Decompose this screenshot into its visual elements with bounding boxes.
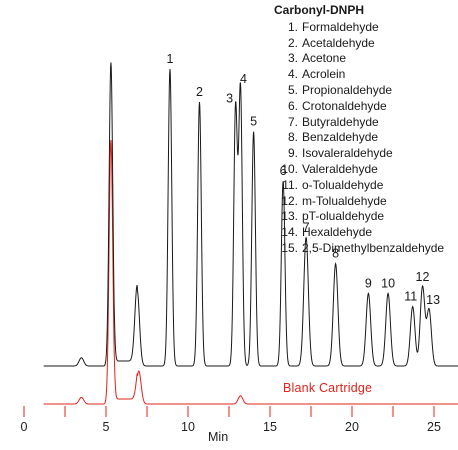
- legend-item: 10. Valeraldehyde: [274, 162, 444, 178]
- legend-item-name: m-Tolualdehyde: [302, 193, 387, 208]
- x-axis-title: Min: [208, 430, 229, 444]
- legend-item: 13. pT-olualdehyde: [274, 209, 444, 225]
- peak-label: 1: [167, 52, 174, 66]
- peak-label: 2: [196, 85, 203, 99]
- legend-item-number: 10.: [281, 161, 298, 176]
- peak-label: 9: [365, 276, 372, 290]
- legend-item: 2. Acetaldehyde: [274, 36, 444, 52]
- peak-label: 11: [404, 290, 417, 304]
- legend-item-name: o-Tolualdehyde: [302, 177, 384, 192]
- legend-item-number: 2.: [287, 35, 298, 50]
- peak-label: 8: [332, 247, 339, 261]
- legend-item-name: Acetaldehyde: [302, 35, 375, 50]
- peak-label: 10: [381, 276, 395, 290]
- legend-item: 11. o-Tolualdehyde: [274, 178, 444, 194]
- peak-labels: 123456789101112131415: [167, 52, 441, 307]
- x-tick-label: 5: [103, 420, 110, 434]
- legend-item-name: Formaldehyde: [302, 19, 379, 34]
- x-tick-label: 15: [263, 420, 277, 434]
- peak-label: 13: [426, 293, 440, 307]
- legend-item-number: 4.: [287, 67, 298, 82]
- legend-item-number: 15.: [281, 240, 298, 255]
- legend-item-name: 2,5-Dimethylbenzaldehyde: [302, 240, 445, 255]
- legend-item-name: Valeraldehyde: [302, 161, 378, 176]
- peak-label: 5: [250, 115, 257, 129]
- legend-item: 3. Acetone: [274, 51, 444, 67]
- peak-label: 4: [240, 72, 247, 86]
- peak-label: 12: [416, 270, 430, 284]
- x-tick-label: 25: [427, 420, 441, 434]
- legend-item: 4. Acrolein: [274, 67, 444, 83]
- legend-item: 5. Propionaldehyde: [274, 83, 444, 99]
- legend-item-name: Isovaleraldehyde: [302, 146, 393, 161]
- legend-item-number: 12.: [281, 193, 298, 208]
- legend-item-number: 14.: [281, 225, 298, 240]
- legend-item-name: Butyraldehyde: [302, 114, 379, 129]
- peak-label: 6: [280, 164, 287, 178]
- sample-trace: [43, 62, 458, 367]
- legend-title: Carbonyl-DNPH: [274, 3, 365, 17]
- legend-item: 9. Isovaleraldehyde: [274, 146, 444, 162]
- peak-label: 7: [303, 220, 310, 234]
- x-tick-label: 0: [21, 420, 28, 434]
- legend-item-name: Acrolein: [302, 67, 346, 82]
- legend-item: 6. Crotonaldehyde: [274, 99, 444, 115]
- compound-legend: Carbonyl-DNPH 1. Formaldehyde 2. Acetaldehy…: [274, 3, 444, 257]
- legend-item-name: pT-olualdehyde: [302, 209, 385, 224]
- legend-item-number: 9.: [287, 146, 298, 161]
- legend-item-name: Propionaldehyde: [302, 82, 393, 97]
- x-axis: 051015202530: [21, 406, 441, 434]
- legend-item-name: Benzaldehyde: [302, 130, 379, 145]
- legend-item-number: 8.: [287, 130, 298, 145]
- x-tick-label: 20: [345, 420, 359, 434]
- legend-item-name: Hexaldehyde: [302, 225, 373, 240]
- blank-cartridge-label: Blank Cartridge: [283, 381, 373, 395]
- legend-item-number: 5.: [287, 82, 298, 97]
- legend-item: 8. Benzaldehyde: [274, 130, 444, 146]
- legend-item-number: 6.: [287, 98, 298, 113]
- legend-item-number: 13.: [281, 209, 298, 224]
- legend-item: 14. Hexaldehyde: [274, 225, 444, 241]
- legend-item: 12. m-Tolualdehyde: [274, 194, 444, 210]
- legend-item: 7. Butyraldehyde: [274, 115, 444, 131]
- peak-label: 3: [226, 92, 233, 106]
- legend-item-number: 1.: [287, 19, 298, 34]
- blank-cartridge-trace: [43, 139, 458, 405]
- legend-item-number: 3.: [287, 51, 298, 66]
- legend-list: 1. Formaldehyde 2. Acetaldehyde 3. Acetone 4. A…: [274, 20, 444, 257]
- legend-item-number: 11.: [282, 177, 298, 192]
- legend-item-name: Acetone: [302, 51, 347, 66]
- legend-item-number: 7.: [287, 114, 298, 129]
- legend-item-name: Crotonaldehyde: [302, 98, 387, 113]
- x-tick-label: 10: [181, 420, 195, 434]
- legend-item: 15. 2,5-Dimethylbenzaldehyde: [274, 241, 444, 257]
- chromatogram-traces: [43, 62, 458, 405]
- legend-item: 1. Formaldehyde: [274, 20, 444, 36]
